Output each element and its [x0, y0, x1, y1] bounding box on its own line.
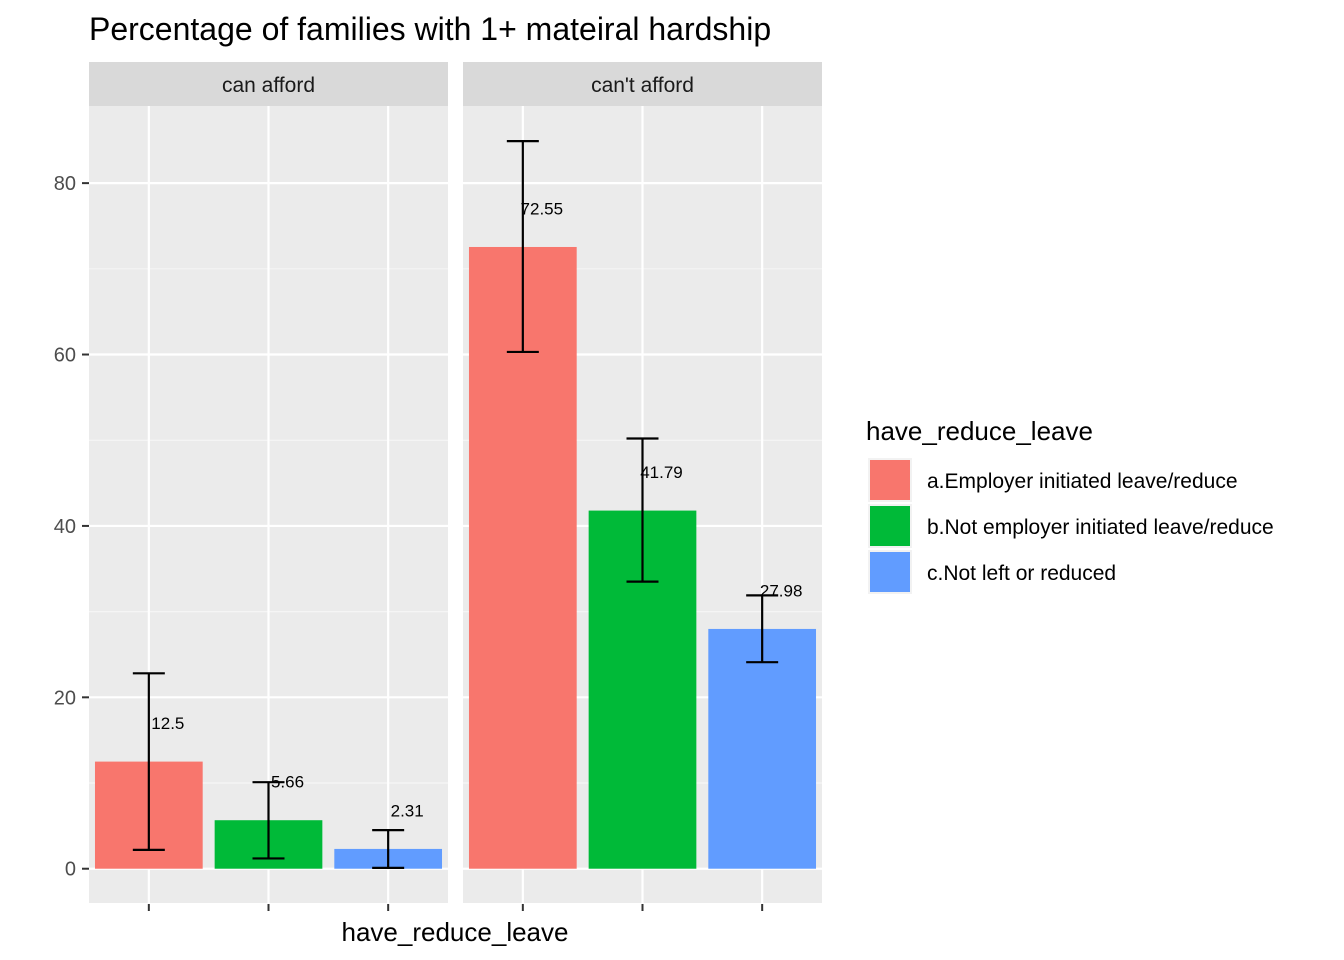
facet-strip-label: can afford — [222, 74, 315, 97]
y-tick-label: 80 — [54, 173, 76, 195]
legend-entry: a.Employer initiated leave/reduce — [868, 458, 1238, 502]
x-axis-label: have_reduce_leave — [342, 917, 569, 947]
y-tick-label: 20 — [54, 687, 76, 709]
legend-label: a.Employer initiated leave/reduce — [927, 470, 1238, 493]
facet-strip — [463, 62, 822, 106]
chart-title: Percentage of families with 1+ mateiral … — [89, 11, 771, 47]
legend-label: c.Not left or reduced — [927, 562, 1116, 585]
legend-swatch — [870, 506, 910, 546]
legend-swatch — [870, 552, 910, 592]
value-label: 2.31 — [391, 801, 424, 820]
value-label: 72.55 — [521, 199, 564, 218]
bar — [708, 628, 817, 869]
y-axis: 0 20 40 60 80 — [54, 173, 89, 881]
legend: have_reduce_leave a.Employer initiated le… — [866, 416, 1274, 594]
facet-panels: can afford 12.5 5.66 2.31 can't afford 72.55 4… — [89, 62, 822, 911]
facet-strip-label: can't afford — [591, 74, 694, 97]
value-label: 27.98 — [760, 581, 803, 600]
legend-entry: b.Not employer initiated leave/reduce — [868, 504, 1274, 548]
facet-panel-0: can afford 12.5 5.66 2.31 — [89, 62, 448, 911]
error-bar — [626, 437, 659, 583]
y-tick-label: 60 — [54, 345, 76, 367]
facet-strip — [89, 62, 448, 106]
value-label: 41.79 — [640, 463, 683, 482]
legend-title: have_reduce_leave — [866, 416, 1093, 446]
legend-swatch — [870, 460, 910, 500]
error-bar — [746, 594, 779, 664]
value-label: 12.5 — [151, 714, 184, 733]
legend-entry: c.Not left or reduced — [868, 550, 1116, 594]
legend-label: b.Not employer initiated leave/reduce — [927, 516, 1274, 539]
value-label: 5.66 — [271, 773, 304, 792]
error-bar — [372, 829, 405, 869]
error-bar — [132, 672, 165, 851]
y-tick-label: 40 — [54, 516, 76, 538]
error-bar — [506, 140, 539, 354]
error-bar — [252, 781, 285, 860]
y-tick-label: 0 — [65, 859, 76, 881]
facet-panel-1: can't afford 72.55 41.79 27.98 — [463, 62, 822, 911]
